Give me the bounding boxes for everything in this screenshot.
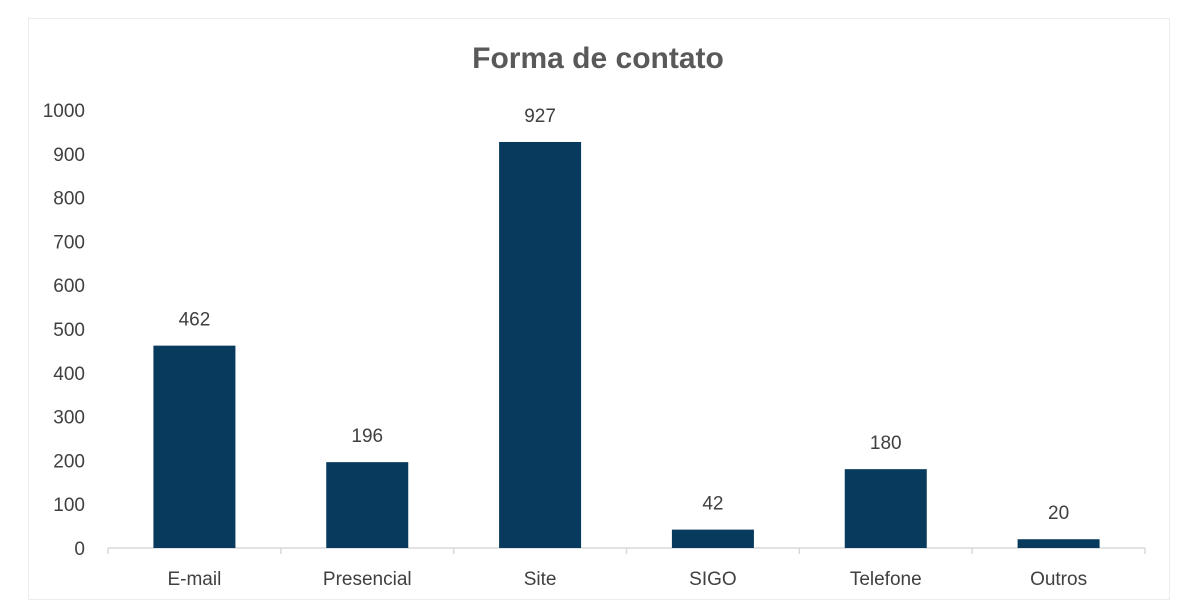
- x-category-label: Outros: [1030, 569, 1087, 590]
- bar-outros: [1017, 539, 1100, 548]
- x-axis: E-mail Presencial Site SIGO Telefone Outros: [107, 547, 1146, 590]
- data-labels: 462 196 927 42 180 20: [179, 106, 1070, 524]
- x-category-label: Telefone: [850, 569, 922, 590]
- bar-site: [499, 141, 582, 548]
- chart-title: Forma de contato: [472, 42, 724, 75]
- y-tick-label: 100: [53, 495, 85, 516]
- y-tick-label: 200: [53, 451, 85, 472]
- data-label: 42: [702, 494, 723, 515]
- bar-presencial: [326, 462, 409, 548]
- y-tick-label: 500: [53, 320, 85, 341]
- y-tick-label: 800: [53, 189, 85, 210]
- y-tick-label: 900: [53, 145, 85, 166]
- x-category-label: SIGO: [689, 569, 737, 590]
- y-tick-label: 700: [53, 232, 85, 253]
- x-category-label: Presencial: [323, 569, 412, 590]
- bar-sigo: [671, 529, 754, 548]
- y-tick-label: 300: [53, 408, 85, 429]
- x-category-label: Site: [524, 569, 557, 590]
- y-tick-label: 400: [53, 364, 85, 385]
- bar-telefone: [844, 469, 927, 548]
- data-label: 196: [351, 426, 383, 447]
- x-category-label: E-mail: [167, 569, 221, 590]
- data-label: 462: [179, 310, 211, 331]
- y-axis: 0 100 200 300 400 500 600 700 800 900 1000: [43, 101, 85, 560]
- y-tick-label: 1000: [43, 101, 85, 122]
- bars: [153, 141, 1100, 548]
- y-tick-label: 600: [53, 276, 85, 297]
- bar-e-mail: [153, 345, 236, 548]
- y-tick-label: 0: [74, 539, 85, 560]
- data-label: 20: [1048, 503, 1069, 524]
- data-label: 927: [524, 106, 556, 127]
- data-label: 180: [870, 433, 902, 454]
